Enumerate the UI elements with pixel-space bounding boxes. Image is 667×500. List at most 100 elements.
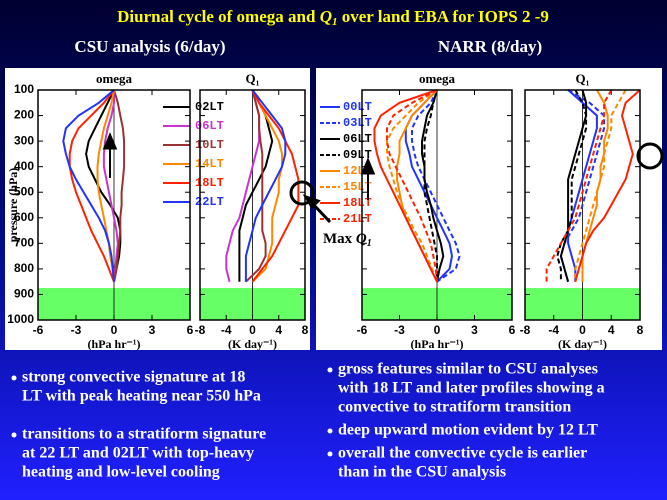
x-tick-label: 0 bbox=[579, 323, 586, 337]
profile-line bbox=[411, 89, 461, 283]
bullet-text: transitions to a stratiform signature bbox=[22, 426, 266, 443]
x-tick-label: 3 bbox=[471, 323, 478, 337]
legend-label: 18LT bbox=[195, 176, 224, 190]
chart-title: Q₁ bbox=[575, 71, 589, 86]
profile-line bbox=[113, 89, 126, 282]
profile-line bbox=[251, 89, 283, 283]
pointer bbox=[310, 201, 332, 224]
bullets: strong convective signature at 18 LT with… bbox=[11, 361, 605, 481]
y-axis-label: pressure (hPa) bbox=[6, 168, 20, 243]
profile-line bbox=[102, 90, 119, 282]
legend-label: 03LT bbox=[343, 116, 372, 130]
bullet-dot bbox=[327, 451, 333, 457]
legend-label: 00LT bbox=[343, 100, 372, 114]
x-tick-label: -3 bbox=[394, 323, 405, 337]
x-tick-label: -6 bbox=[357, 323, 368, 337]
y-tick-label: 400 bbox=[14, 159, 34, 173]
arrow-head bbox=[102, 132, 118, 150]
y-tick-label: 200 bbox=[14, 108, 34, 122]
bullet-text: at 22 LT and 02LT with top-heavy bbox=[22, 445, 254, 462]
profile-line bbox=[386, 89, 438, 282]
x-tick-label: 0 bbox=[434, 323, 441, 337]
plot-frame bbox=[37, 89, 191, 321]
legend-label: 10LT bbox=[195, 138, 224, 152]
bullet-dot bbox=[11, 432, 17, 438]
x-tick-label: -8 bbox=[195, 323, 206, 337]
x-axis-label: (K day⁻¹) bbox=[558, 337, 607, 351]
legend-label: 02LT bbox=[195, 100, 224, 114]
y-tick-label: 1000 bbox=[7, 312, 34, 326]
bullet-dot bbox=[11, 375, 17, 381]
profile-line bbox=[423, 89, 438, 282]
title-part: Q bbox=[320, 7, 332, 26]
x-tick-label: 6 bbox=[187, 323, 194, 337]
annotation-part: Max bbox=[323, 231, 356, 247]
profile-line bbox=[238, 89, 274, 282]
profile-line bbox=[68, 89, 115, 283]
legend-label: 06LT bbox=[195, 119, 224, 133]
highlight-circle bbox=[636, 142, 664, 170]
bullet-text: gross features similar to CSU analyses bbox=[338, 361, 598, 378]
chart-title: Q₁ bbox=[245, 71, 259, 86]
overlay bbox=[102, 132, 664, 224]
y-tick-label: 600 bbox=[14, 210, 34, 224]
x-tick-label: 0 bbox=[249, 323, 256, 337]
x-tick-label: -4 bbox=[221, 323, 232, 337]
y-tick-label: 500 bbox=[14, 184, 34, 198]
legend-label: 14LT bbox=[195, 157, 224, 171]
bullet-text: than in the CSU analysis bbox=[338, 464, 506, 481]
title-part: 1 bbox=[332, 16, 338, 28]
bullet-text: deep upward motion evident by 12 LT bbox=[338, 422, 598, 439]
x-tick-label: -6 bbox=[33, 323, 44, 337]
subtitle: NARR (8/day) bbox=[438, 37, 542, 56]
pointer-head bbox=[302, 194, 321, 210]
bullet-text: LT with peak heating near 550 hPa bbox=[22, 388, 261, 405]
charts: omega-6 -3 0 3 61002003004005006007008009001… bbox=[6, 71, 644, 351]
legend-label: 15LT bbox=[343, 180, 372, 194]
highlight-circle bbox=[289, 180, 315, 206]
x-tick-label: -3 bbox=[71, 323, 82, 337]
legend-label: 21LT bbox=[343, 212, 372, 226]
x-tick-label: -8 bbox=[520, 323, 531, 337]
x-axis-label: (hPa hr⁻¹) bbox=[88, 337, 141, 351]
chart-title: omega bbox=[96, 71, 133, 86]
legend-label: 18LT bbox=[343, 196, 372, 210]
bullet-text: overall the convective cycle is earlier bbox=[338, 445, 587, 462]
profile-line bbox=[244, 89, 287, 282]
y-tick-label: 700 bbox=[14, 236, 34, 250]
legend-label: 06LT bbox=[343, 132, 372, 146]
x-tick-label: -4 bbox=[548, 323, 559, 337]
x-tick-label: 6 bbox=[509, 323, 516, 337]
profile-line bbox=[574, 89, 641, 282]
x-axis-label: (K day⁻¹) bbox=[228, 337, 277, 351]
legend-label: 09LT bbox=[343, 148, 372, 162]
y-tick-label: 300 bbox=[14, 133, 34, 147]
y-tick-label: 900 bbox=[14, 287, 34, 301]
plot-frame bbox=[361, 89, 513, 321]
profile-line bbox=[421, 89, 445, 282]
bullet-dot bbox=[327, 428, 333, 434]
profile-line bbox=[559, 89, 588, 282]
profile-line bbox=[567, 89, 598, 282]
y-tick-label: 800 bbox=[14, 261, 34, 275]
bullet-text: strong convective signature at 18 bbox=[22, 369, 245, 386]
profile-line bbox=[545, 89, 613, 282]
subtitle: CSU analysis (6/day) bbox=[74, 37, 225, 56]
bullet-text: heating and low-level cooling bbox=[22, 464, 220, 481]
x-tick-label: 8 bbox=[302, 323, 309, 337]
bullet-dot bbox=[327, 367, 333, 373]
profile-line bbox=[251, 89, 300, 283]
x-tick-label: 8 bbox=[637, 323, 644, 337]
chart-title: omega bbox=[419, 71, 456, 86]
bullet-text: convective to stratiform transition bbox=[338, 399, 571, 416]
profile-line bbox=[373, 89, 438, 283]
x-axis-label: (hPa hr⁻¹) bbox=[411, 337, 464, 351]
y-tick-label: 100 bbox=[14, 82, 34, 96]
arrow-head bbox=[360, 157, 376, 175]
profile-line bbox=[62, 89, 115, 282]
annotation-part: 1 bbox=[367, 238, 372, 249]
profile-line bbox=[556, 89, 588, 282]
x-tick-label: 3 bbox=[149, 323, 156, 337]
title-part: Diurnal cycle of omega and bbox=[117, 7, 320, 26]
